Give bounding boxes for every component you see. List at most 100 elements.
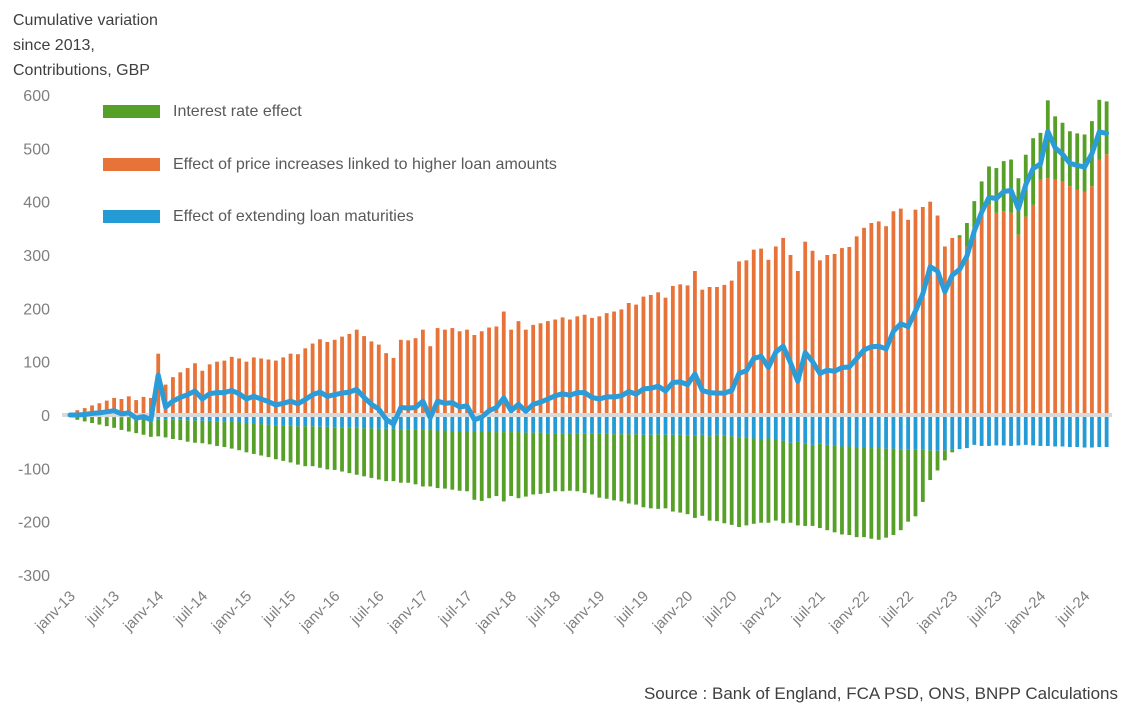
bar-maturity-effect — [457, 415, 462, 431]
bar-interest-rate — [1104, 101, 1109, 155]
bar-interest-rate — [318, 426, 322, 468]
bar-interest-rate — [862, 447, 866, 538]
bar-price-effect — [112, 397, 117, 415]
bar-maturity-effect — [553, 415, 558, 434]
bar-maturity-effect — [1001, 415, 1006, 446]
bar-interest-rate — [163, 419, 168, 438]
bar-maturity-effect — [729, 415, 734, 437]
bar-price-effect — [1031, 204, 1036, 415]
bar-maturity-effect — [700, 415, 705, 435]
bar-price-effect — [1082, 191, 1087, 415]
bar-interest-rate — [200, 420, 205, 444]
bar-maturity-effect — [884, 415, 888, 449]
bar-price-effect — [457, 331, 462, 415]
x-tick-label: juil-24 — [1052, 588, 1093, 629]
bar-interest-rate — [935, 450, 940, 471]
x-tick-label: janv-22 — [825, 588, 873, 636]
bar-interest-rate — [744, 437, 749, 526]
bar-interest-rate — [891, 448, 896, 535]
legend-swatch-green — [103, 105, 160, 118]
bar-maturity-effect — [303, 415, 308, 427]
bar-maturity-effect — [641, 415, 646, 435]
bar-price-effect — [229, 356, 234, 415]
chart-title-line-3: Contributions, GBP — [13, 62, 150, 79]
bar-interest-rate — [75, 416, 80, 420]
bar-maturity-effect — [656, 415, 661, 435]
bar-price-effect — [450, 328, 455, 415]
bar-price-effect — [942, 246, 947, 415]
x-tick-label: juil-20 — [699, 588, 740, 629]
bar-interest-rate — [700, 434, 705, 516]
bar-interest-rate — [707, 436, 712, 521]
bar-maturity-effect — [795, 415, 800, 442]
bar-maturity-effect — [215, 415, 219, 422]
bar-maturity-effect — [604, 415, 609, 434]
bar-interest-rate — [825, 444, 830, 531]
x-tick-label: janv-16 — [296, 588, 344, 636]
x-tick-label: juil-15 — [258, 588, 299, 629]
bar-price-effect — [266, 359, 271, 415]
bar-price-effect — [935, 215, 940, 415]
bar-maturity-effect — [751, 415, 756, 439]
bar-price-effect — [1038, 179, 1043, 415]
bar-price-effect — [340, 336, 344, 415]
legend-label-loan-maturity-effect: Effect of extending loan maturities — [173, 208, 414, 225]
bar-price-effect — [1053, 179, 1058, 415]
bar-maturity-effect — [1009, 415, 1013, 446]
bar-maturity-effect — [693, 415, 697, 436]
bar-maturity-effect — [994, 415, 999, 446]
bar-maturity-effect — [207, 415, 212, 421]
bar-maturity-effect — [538, 415, 543, 433]
bar-maturity-effect — [987, 415, 991, 446]
bar-maturity-effect — [501, 415, 506, 433]
bar-maturity-effect — [376, 415, 381, 429]
bar-maturity-effect — [472, 415, 477, 432]
bar-maturity-effect — [332, 415, 337, 428]
bar-maturity-effect — [575, 415, 580, 434]
bar-interest-rate — [678, 434, 683, 513]
bar-maturity-effect — [781, 415, 786, 441]
bar-maturity-effect — [876, 415, 881, 449]
bar-price-effect — [384, 353, 389, 415]
bar-price-effect — [1104, 154, 1109, 415]
bar-interest-rate — [384, 428, 389, 482]
bar-price-effect — [420, 329, 425, 415]
bar-interest-rate — [126, 417, 131, 432]
bar-price-effect — [781, 237, 786, 415]
bar-interest-rate — [832, 445, 837, 533]
bar-maturity-effect — [906, 415, 911, 450]
bar-price-effect — [920, 207, 925, 415]
x-tick-label: juil-16 — [347, 588, 388, 629]
bar-maturity-effect — [560, 415, 565, 434]
bar-price-effect — [670, 285, 675, 415]
bar-price-effect — [303, 348, 308, 415]
bar-price-effect — [296, 354, 300, 415]
bar-interest-rate — [148, 418, 153, 437]
bar-maturity-effect — [420, 415, 425, 430]
bar-interest-rate — [1067, 131, 1072, 187]
bar-maturity-effect — [296, 415, 300, 427]
bar-maturity-effect — [325, 415, 330, 427]
bar-maturity-effect — [266, 415, 271, 425]
bar-interest-rate — [604, 433, 609, 499]
bar-price-effect — [354, 329, 359, 415]
bar-price-effect — [538, 323, 543, 415]
bar-maturity-effect — [722, 415, 727, 436]
legend-item-loan-maturity-effect: Effect of extending loan maturities — [103, 206, 414, 227]
bar-interest-rate — [781, 440, 786, 524]
bar-maturity-effect — [1097, 415, 1102, 447]
bar-maturity-effect — [832, 415, 837, 446]
x-tick-label: juil-18 — [523, 588, 564, 629]
x-tick-label: janv-18 — [472, 588, 520, 636]
bar-price-effect — [281, 357, 286, 415]
x-tick-label: janv-19 — [561, 588, 609, 636]
bar-maturity-effect — [825, 415, 830, 445]
bar-maturity-effect — [494, 415, 499, 433]
bar-price-effect — [766, 259, 771, 415]
bar-maturity-effect — [582, 415, 587, 434]
bar-maturity-effect — [222, 415, 227, 422]
chart-title-line-2: since 2013, — [13, 37, 95, 54]
bar-price-effect — [362, 336, 366, 415]
bar-interest-rate — [876, 448, 881, 540]
bar-interest-rate — [626, 434, 631, 504]
